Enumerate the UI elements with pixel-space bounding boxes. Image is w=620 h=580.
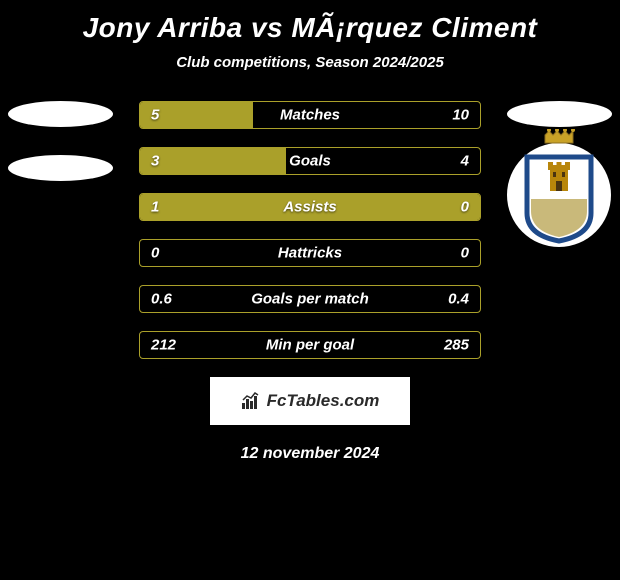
- page-subtitle: Club competitions, Season 2024/2025: [0, 54, 620, 71]
- stat-right-value: 0: [461, 245, 469, 262]
- stat-right-value: 0.4: [448, 291, 469, 308]
- team-badge-placeholder: [507, 101, 612, 127]
- stat-label: Hattricks: [278, 245, 342, 262]
- brand-box[interactable]: FcTables.com: [210, 377, 410, 425]
- stat-left-value: 212: [151, 337, 176, 354]
- stat-row: 5 10 Matches: [139, 101, 481, 129]
- stat-left-value: 0.6: [151, 291, 172, 308]
- stat-right-value: 285: [444, 337, 469, 354]
- brand-label: FcTables.com: [241, 391, 380, 411]
- stat-label: Assists: [283, 199, 336, 216]
- stat-row: 0.6 0.4 Goals per match: [139, 285, 481, 313]
- stat-right-value: 4: [461, 153, 469, 170]
- stat-label: Min per goal: [266, 337, 354, 354]
- stat-label: Goals: [289, 153, 331, 170]
- stat-left-value: 0: [151, 245, 159, 262]
- right-badges: [507, 101, 612, 247]
- stat-bar-fill: [140, 148, 286, 174]
- main-area: 510Matches34Goals10Assists00Hattricks0.6…: [0, 101, 620, 359]
- stat-row: 0 0 Hattricks: [139, 239, 481, 267]
- stat-label: Goals per match: [251, 291, 369, 308]
- team-badge-placeholder: [8, 155, 113, 181]
- shield-icon: [507, 129, 611, 247]
- stat-row: 212 285 Min per goal: [139, 331, 481, 359]
- stat-left-value: 1: [151, 199, 159, 216]
- stat-label: Matches: [280, 107, 340, 124]
- club-crest: [507, 143, 611, 247]
- bars-icon: [241, 392, 263, 410]
- team-badge-placeholder: [8, 101, 113, 127]
- left-badges: [8, 101, 113, 209]
- comparison-card: Jony Arriba vs MÃ¡rquez Climent Club com…: [0, 0, 620, 463]
- stat-row: 3 4 Goals: [139, 147, 481, 175]
- page-title: Jony Arriba vs MÃ¡rquez Climent: [0, 8, 620, 54]
- stat-right-value: 10: [452, 107, 469, 124]
- stats-bars: 510Matches34Goals10Assists00Hattricks0.6…: [139, 101, 481, 359]
- stat-row: 1 0 Assists: [139, 193, 481, 221]
- brand-text: FcTables.com: [267, 391, 380, 411]
- date-label: 12 november 2024: [0, 445, 620, 463]
- stat-left-value: 5: [151, 107, 159, 124]
- stat-right-value: 0: [461, 199, 469, 216]
- stat-left-value: 3: [151, 153, 159, 170]
